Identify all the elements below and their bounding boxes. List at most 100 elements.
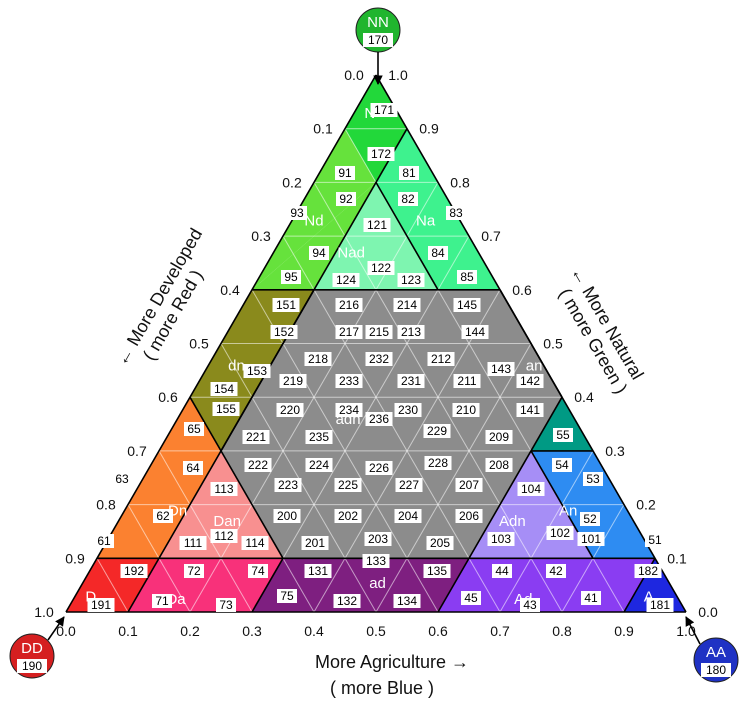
- code-label: 216: [335, 298, 363, 312]
- bottom-tick-label: 0.9: [614, 623, 634, 639]
- code-label-box: [461, 591, 481, 605]
- grid-line: [375, 343, 532, 613]
- code-label: 94: [309, 246, 329, 260]
- code-label-box: [273, 509, 301, 523]
- code-label-text: 182: [638, 564, 658, 578]
- code-label: 113: [210, 482, 238, 496]
- code-label-text: 71: [155, 594, 169, 608]
- code-label-text: 220: [280, 403, 300, 417]
- code-label-text: 84: [431, 246, 445, 260]
- code-label-text: 208: [489, 458, 509, 472]
- code-label: 42: [546, 564, 566, 578]
- code-label-box: [112, 472, 132, 486]
- code-label-text: 142: [520, 374, 540, 388]
- code-label: 101: [577, 532, 605, 546]
- code-label: 233: [335, 374, 363, 388]
- code-label-text: 53: [586, 472, 600, 486]
- code-label-box: [552, 458, 572, 472]
- code-label: 71: [152, 594, 172, 608]
- grid-line: [251, 235, 470, 613]
- code-label-box: [335, 403, 363, 417]
- right-tick-label: 0.3: [605, 443, 625, 459]
- code-label: 171: [370, 103, 398, 117]
- bottom-tick-label: 0.1: [118, 623, 138, 639]
- code-label-box: [426, 536, 454, 550]
- left-tick-label: 0.9: [65, 550, 85, 566]
- code-label-text: 122: [371, 261, 391, 275]
- code-label-text: 145: [457, 298, 477, 312]
- code-label-box: [517, 482, 545, 496]
- code-label-box: [212, 402, 240, 416]
- code-label: 102: [546, 526, 574, 540]
- code-label-text: 81: [402, 166, 416, 180]
- code-label: 124: [332, 273, 360, 287]
- right-tick-label: 0.6: [512, 282, 532, 298]
- code-label: 204: [394, 509, 422, 523]
- code-label-box: [546, 526, 574, 540]
- code-label-box: [279, 374, 307, 388]
- code-label-box: [334, 478, 362, 492]
- code-label-text: 229: [427, 424, 447, 438]
- code-label-box: [423, 424, 451, 438]
- code-label-text: 144: [465, 325, 485, 339]
- region-label-Na: Na: [416, 212, 436, 229]
- code-label: 206: [455, 509, 483, 523]
- code-label-text: 43: [523, 598, 537, 612]
- code-label-box: [365, 325, 393, 339]
- code-label-box: [455, 478, 483, 492]
- code-label: 231: [397, 374, 425, 388]
- code-label-box: [428, 246, 448, 260]
- grid-line: [220, 343, 377, 613]
- code-label-text: 230: [398, 403, 418, 417]
- code-label-text: 226: [369, 461, 389, 475]
- code-label-text: 114: [245, 536, 264, 550]
- code-label: 172: [367, 147, 395, 161]
- code-label-text: 101: [581, 532, 601, 546]
- code-label-text: 232: [369, 352, 389, 366]
- corner-code-box: [17, 659, 47, 673]
- code-label-box: [546, 564, 566, 578]
- code-label: 114: [241, 536, 269, 550]
- code-label-text: 152: [274, 325, 294, 339]
- code-label-box: [210, 482, 238, 496]
- code-label: 227: [395, 478, 423, 492]
- code-label-box: [553, 428, 573, 442]
- code-label: 103: [487, 532, 515, 546]
- code-label: 73: [216, 598, 236, 612]
- code-label: 151: [272, 298, 300, 312]
- code-label: 224: [305, 458, 333, 472]
- code-label-box: [210, 382, 238, 396]
- corner-arrow: [685, 616, 701, 645]
- code-label-box: [183, 461, 203, 475]
- code-label-box: [287, 206, 307, 220]
- code-label-text: 203: [368, 532, 388, 546]
- code-label: 81: [399, 166, 419, 180]
- code-label-text: 141: [520, 403, 540, 417]
- code-label-box: [397, 273, 425, 287]
- code-label-box: [152, 594, 172, 608]
- code-label: 132: [333, 594, 361, 608]
- code-label-box: [242, 430, 270, 444]
- code-label-text: 61: [97, 534, 111, 548]
- code-label-box: [272, 298, 300, 312]
- code-label-box: [577, 532, 605, 546]
- code-label-box: [270, 325, 298, 339]
- code-label-box: [281, 270, 301, 284]
- code-label: 122: [367, 261, 395, 275]
- code-label: 144: [461, 325, 489, 339]
- code-label-box: [461, 325, 489, 339]
- code-label-text: 154: [214, 382, 234, 396]
- region-label-Adn: Adn: [499, 513, 526, 530]
- code-label: 230: [394, 403, 422, 417]
- code-label-box: [216, 598, 236, 612]
- code-label-text: 227: [399, 478, 419, 492]
- code-label: 53: [583, 472, 603, 486]
- code-label-box: [457, 270, 477, 284]
- region-label-A: A: [644, 588, 654, 605]
- code-label-box: [446, 206, 466, 220]
- code-label-box: [516, 403, 544, 417]
- code-label: 209: [485, 430, 513, 444]
- code-label-text: 223: [278, 478, 298, 492]
- code-label: 182: [634, 564, 662, 578]
- code-label: 75: [277, 589, 297, 603]
